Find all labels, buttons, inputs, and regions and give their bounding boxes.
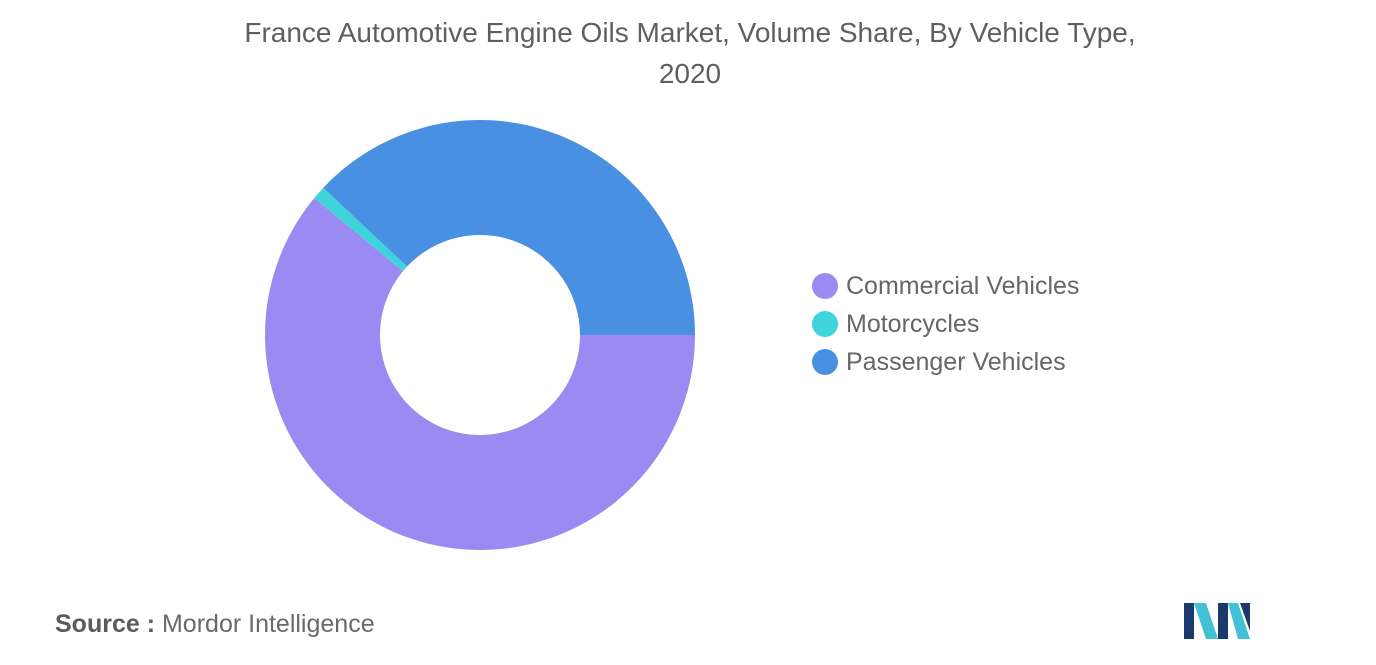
legend-item: Commercial Vehicles [812, 267, 1079, 305]
source-value: Mordor Intelligence [161, 610, 375, 638]
legend-label: Commercial Vehicles [846, 271, 1080, 300]
legend-label: Motorcycles [846, 309, 980, 338]
mordor-intelligence-logo-icon [1184, 603, 1250, 639]
donut-slices [264, 120, 695, 550]
legend-label: Passenger Vehicles [846, 347, 1066, 376]
legend-swatch [812, 273, 838, 299]
source-note: Source : Mordor Intelligence [55, 610, 375, 639]
donut-slice-motorcycles [314, 187, 408, 272]
donut-slice-passenger-vehicles [323, 120, 695, 335]
legend-swatch [812, 311, 838, 337]
source-label: Source : [55, 610, 156, 638]
legend-item: Motorcycles [812, 305, 1079, 343]
legend-swatch [812, 349, 838, 375]
legend-item: Passenger Vehicles [812, 343, 1079, 381]
chart-legend: Commercial Vehicles Motorcycles Passenger … [812, 267, 1079, 381]
chart-title: France Automotive Engine Oils Market, Vo… [244, 17, 1136, 89]
donut-slice-commercial-vehicles [264, 197, 695, 550]
